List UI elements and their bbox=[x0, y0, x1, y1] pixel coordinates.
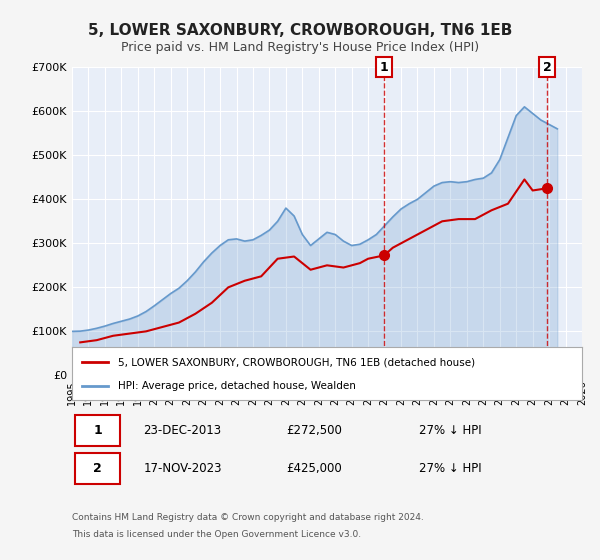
Text: Price paid vs. HM Land Registry's House Price Index (HPI): Price paid vs. HM Land Registry's House … bbox=[121, 41, 479, 54]
Text: 27% ↓ HPI: 27% ↓ HPI bbox=[419, 462, 481, 475]
Text: 23-DEC-2013: 23-DEC-2013 bbox=[143, 424, 221, 437]
Text: 2: 2 bbox=[543, 60, 551, 74]
Text: 2: 2 bbox=[93, 462, 102, 475]
Text: 27% ↓ HPI: 27% ↓ HPI bbox=[419, 424, 481, 437]
Text: HPI: Average price, detached house, Wealden: HPI: Average price, detached house, Weal… bbox=[118, 380, 356, 390]
FancyBboxPatch shape bbox=[74, 414, 121, 446]
FancyBboxPatch shape bbox=[74, 453, 121, 484]
Text: 1: 1 bbox=[380, 60, 388, 74]
Text: 5, LOWER SAXONBURY, CROWBOROUGH, TN6 1EB (detached house): 5, LOWER SAXONBURY, CROWBOROUGH, TN6 1EB… bbox=[118, 357, 475, 367]
Text: 5, LOWER SAXONBURY, CROWBOROUGH, TN6 1EB: 5, LOWER SAXONBURY, CROWBOROUGH, TN6 1EB bbox=[88, 24, 512, 38]
Text: Contains HM Land Registry data © Crown copyright and database right 2024.: Contains HM Land Registry data © Crown c… bbox=[72, 514, 424, 522]
Text: £272,500: £272,500 bbox=[286, 424, 342, 437]
Text: 17-NOV-2023: 17-NOV-2023 bbox=[143, 462, 222, 475]
Text: 1: 1 bbox=[93, 424, 102, 437]
Text: £425,000: £425,000 bbox=[286, 462, 342, 475]
Text: This data is licensed under the Open Government Licence v3.0.: This data is licensed under the Open Gov… bbox=[72, 530, 361, 539]
